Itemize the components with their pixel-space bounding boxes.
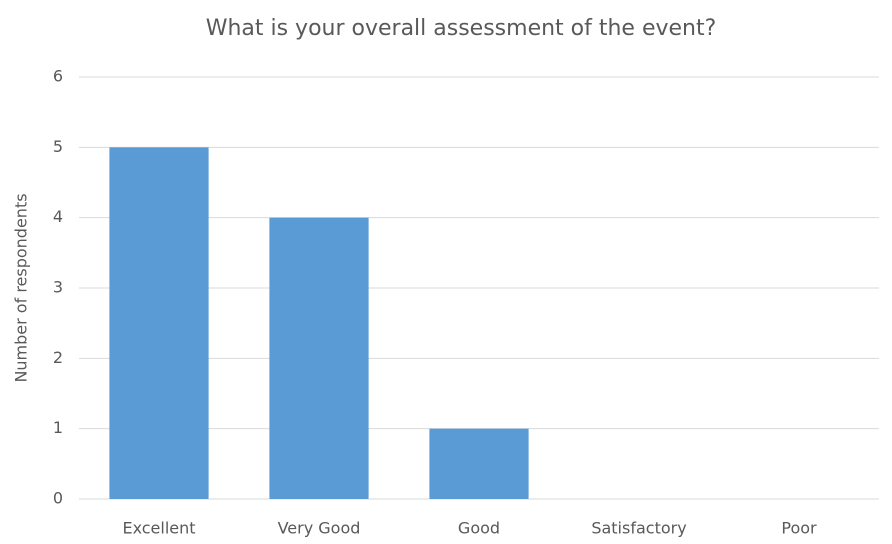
bar <box>269 217 369 499</box>
x-tick-label: Poor <box>781 519 817 538</box>
y-tick-label: 0 <box>53 489 63 508</box>
y-tick-label: 2 <box>53 348 63 367</box>
y-tick-label: 5 <box>53 137 63 156</box>
chart-title: What is your overall assessment of the e… <box>206 16 717 41</box>
x-tick-label: Satisfactory <box>591 519 686 538</box>
bar <box>429 428 529 499</box>
x-tick-label: Excellent <box>122 519 195 538</box>
x-tick-label: Very Good <box>278 519 361 538</box>
y-tick-label: 6 <box>53 67 63 86</box>
y-tick-label: 4 <box>53 207 63 226</box>
x-tick-label: Good <box>458 519 500 538</box>
y-axis-label: Number of respondents <box>12 193 31 382</box>
y-tick-label: 1 <box>53 418 63 437</box>
bar <box>109 147 209 500</box>
y-tick-label: 3 <box>53 278 63 297</box>
